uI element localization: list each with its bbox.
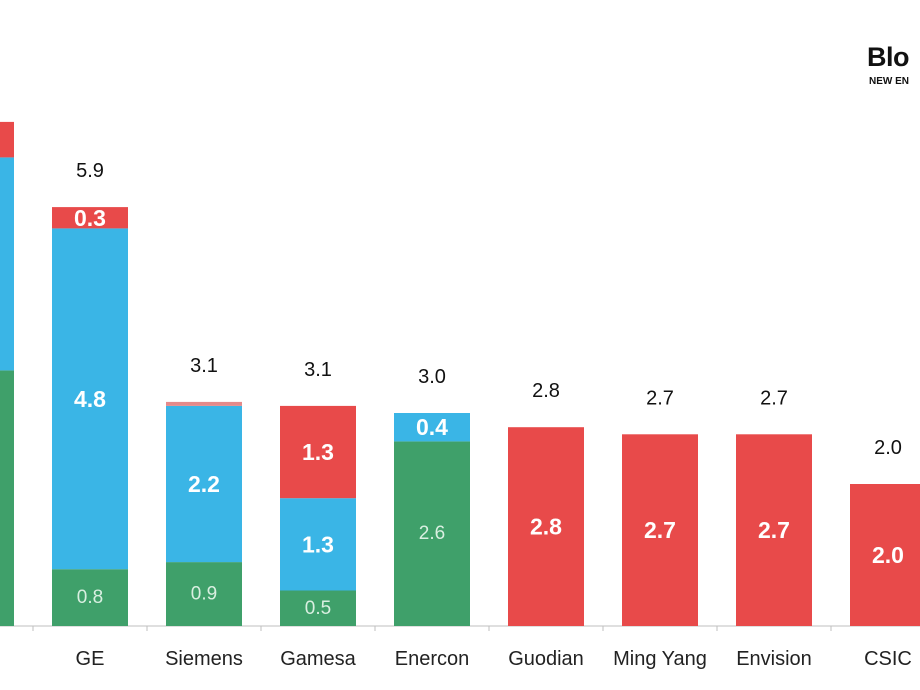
total-label-enercon: 3.0 [418,366,446,388]
bar-s-red [0,121,14,158]
total-label-gamesa: 3.1 [304,359,332,381]
bar-siemens-green [166,562,242,626]
data-label-csic-red: 2.0 [872,542,904,568]
bar-siemens-blue [166,405,242,563]
category-label-envision: Envision [736,648,812,670]
data-label-siemens-green: 0.9 [191,584,217,605]
data-label-gamesa-green: 0.5 [305,598,331,619]
bar-ge-blue [52,228,128,570]
total-label-csic: 2.0 [874,437,902,459]
category-label-ming-yang: Ming Yang [613,648,707,670]
data-label-ge-red: 0.3 [74,205,106,231]
bar-ming-yang-red [622,434,698,626]
data-label-gamesa-red: 1.3 [302,439,334,465]
data-label-enercon-green: 2.6 [419,523,445,544]
bar-enercon-green [394,441,470,626]
bar-enercon-blue [394,413,470,442]
category-label-enercon: Enercon [395,648,470,670]
bar-siemens-top-sliver [166,401,242,406]
data-label-ming-yang-red: 2.7 [644,517,676,543]
bar-s-blue [0,157,14,371]
total-label-ming-yang: 2.7 [646,387,674,409]
bar-envision-red [736,434,812,626]
bar-s-green [0,370,14,626]
category-label-guodian: Guodian [508,648,584,670]
total-label-envision: 2.7 [760,387,788,409]
bar-ge-red [52,207,128,229]
data-label-enercon-blue: 0.4 [416,414,448,440]
bar-gamesa-red [280,405,356,499]
bar-gamesa-blue [280,498,356,591]
total-label-ge: 5.9 [76,160,104,182]
total-label-siemens: 3.1 [190,355,218,377]
data-label-gamesa-blue: 1.3 [302,531,334,557]
data-label-ge-green: 0.8 [77,587,103,608]
logo-title: Blo [867,42,910,72]
data-label-envision-red: 2.7 [758,517,790,543]
data-label-guodian-red: 2.8 [530,514,562,540]
category-label-gamesa: Gamesa [280,648,356,670]
data-label-siemens-blue: 2.2 [188,471,220,497]
total-label-guodian: 2.8 [532,380,560,402]
data-label-ge-blue: 4.8 [74,386,106,412]
bar-ge-green [52,569,128,626]
logo-subtitle: NEW EN [869,76,909,87]
category-label-ge: GE [76,648,105,670]
bar-gamesa-green [280,590,356,626]
bar-guodian-red [508,427,584,626]
bar-csic-red [850,484,920,626]
category-label-siemens: Siemens [165,648,243,670]
category-label-csic: CSIC [864,648,912,670]
